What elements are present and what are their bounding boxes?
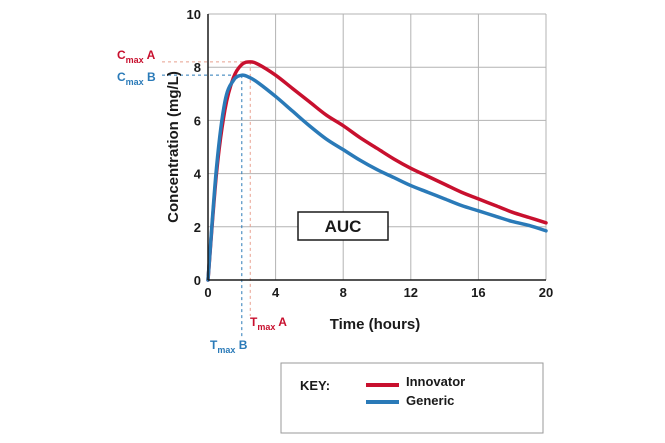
series-line-generic (206, 73, 548, 282)
tick-labels: 0 4 8 12 16 20 0 2 4 6 8 10 (187, 7, 554, 300)
x-tick-label: 20 (539, 285, 553, 300)
axes (207, 14, 546, 281)
tmax-b-label: Tmax B (210, 338, 248, 355)
cmax-a-label: Cmax A (117, 48, 156, 65)
x-tick-label: 8 (340, 285, 347, 300)
cmax-b-label: Cmax B (117, 70, 156, 87)
y-tick-label: 2 (194, 220, 201, 235)
key-entry-innovator: Innovator (406, 374, 465, 389)
x-tick-label: 12 (404, 285, 418, 300)
x-tick-label: 0 (204, 285, 211, 300)
auc-label: AUC (325, 217, 362, 236)
auc-box (297, 211, 389, 241)
key-label: KEY: (300, 378, 330, 393)
y-tick-label: 6 (194, 113, 201, 128)
y-tick-label: 10 (187, 7, 201, 22)
key-entry-generic: Generic (406, 393, 454, 408)
y-tick-label: 4 (194, 167, 202, 182)
y-axis-title: Concentration (mg/L) (165, 71, 182, 223)
tmax-a-label: Tmax A (250, 315, 287, 332)
key-box (280, 362, 544, 434)
series-line-innovator (206, 60, 548, 282)
y-tick-label: 0 (194, 273, 201, 288)
reference-lines (162, 61, 251, 338)
y-tick-label: 8 (194, 60, 201, 75)
x-axis-title: Time (hours) (330, 316, 421, 333)
series-lines (206, 60, 548, 282)
x-tick-label: 4 (272, 285, 280, 300)
x-tick-label: 16 (471, 285, 485, 300)
